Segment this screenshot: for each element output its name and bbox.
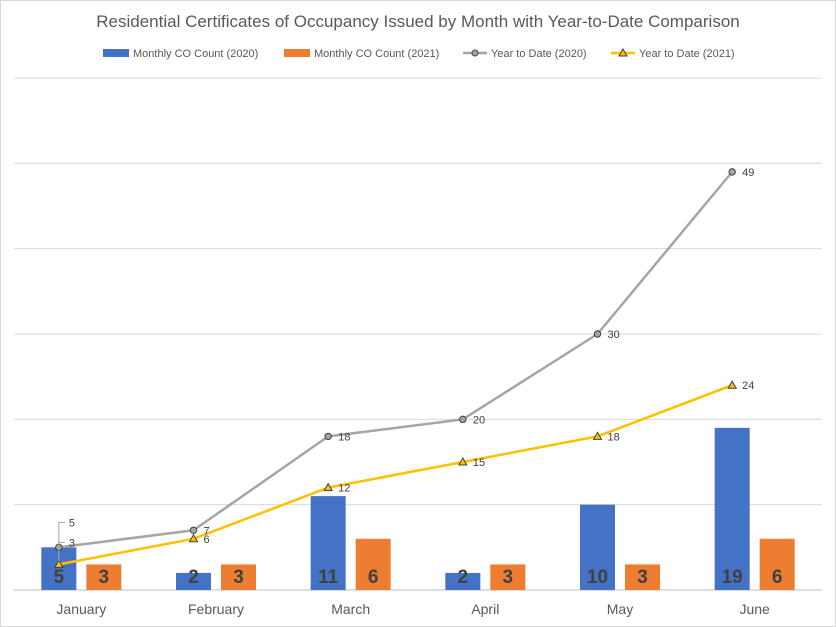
- x-tick-label: May: [607, 601, 633, 617]
- legend-label: Monthly CO Count (2021): [314, 48, 439, 60]
- point-ytd-2021: [53, 559, 64, 568]
- bar-value-label: 19: [722, 567, 743, 588]
- bar-2021-may: [625, 564, 660, 590]
- bar-value-label: 6: [368, 567, 379, 588]
- line-value-label: 49: [742, 167, 754, 179]
- bar-value-label: 11: [318, 567, 339, 588]
- gridlines: [14, 77, 822, 591]
- x-tick-label: June: [739, 601, 770, 617]
- legend-swatch: [103, 49, 129, 57]
- line-value-label: 18: [338, 431, 350, 443]
- line-ytd-2020: [58, 171, 734, 549]
- chart-title: Residential Certificates of Occupancy Is…: [96, 12, 739, 31]
- x-tick-label: February: [188, 601, 244, 617]
- leader-line: [58, 541, 65, 562]
- bar-2021-june: [759, 538, 795, 590]
- bar-2020-april: [445, 572, 481, 590]
- line-value-label: 6: [204, 534, 210, 546]
- bar-value-label: 5: [54, 567, 65, 588]
- legend-label: Year to Date (2021): [639, 48, 735, 60]
- line-value-label: 7: [204, 525, 210, 537]
- bar-value-label: 3: [503, 567, 514, 588]
- point-ytd-2021: [457, 456, 468, 466]
- line-value-label: 20: [473, 414, 485, 426]
- legend-label: Year to Date (2020): [491, 48, 587, 60]
- point-ytd-2021: [188, 533, 199, 543]
- bar-2021-january: [86, 564, 122, 590]
- x-tick-label: April: [471, 601, 499, 617]
- x-tick-label: January: [56, 601, 106, 617]
- bar-2021-march: [355, 538, 391, 590]
- bar-2021-april: [490, 564, 526, 590]
- bar-2020-june: [714, 427, 750, 590]
- series-lines: [53, 168, 738, 568]
- line-ytd-2021: [58, 384, 733, 566]
- line-value-label: 5: [69, 517, 75, 529]
- x-axis: January February March April May June: [56, 601, 770, 617]
- data-labels: 5 2 11 2 10 19 3 3 6 3 3 6 5 7 18 20 30 49 3 6 12 15 18 24: [54, 167, 783, 588]
- bar-value-label: 10: [587, 567, 608, 588]
- bar-value-label: 3: [637, 567, 648, 588]
- point-ytd-2021: [323, 482, 334, 492]
- bar-2021-february: [221, 564, 256, 590]
- point-ytd-2020: [728, 168, 736, 176]
- bar-value-label: 3: [99, 567, 110, 588]
- point-ytd-2021: [592, 431, 603, 440]
- legend-label: Monthly CO Count (2020): [133, 48, 258, 60]
- legend-marker: [618, 47, 628, 57]
- line-value-label: 18: [608, 431, 620, 443]
- bar-value-label: 2: [188, 567, 199, 588]
- line-value-label: 12: [338, 483, 350, 495]
- legend-marker: [471, 49, 479, 57]
- line-value-label: 30: [608, 329, 620, 341]
- point-ytd-2020: [324, 432, 332, 441]
- bar-value-label: 6: [772, 567, 783, 588]
- leader-line: [58, 521, 65, 545]
- point-ytd-2020: [593, 330, 602, 338]
- line-value-label: 15: [473, 457, 485, 469]
- bar-value-label: 3: [233, 567, 244, 588]
- line-value-label: 24: [742, 380, 754, 392]
- bar-2020-may: [580, 504, 615, 590]
- bar-value-label: 2: [458, 567, 469, 588]
- point-ytd-2020: [459, 415, 467, 424]
- point-ytd-2020: [189, 526, 198, 534]
- legend: Monthly CO Count (2020) Monthly CO Count …: [103, 47, 735, 60]
- x-tick-label: March: [331, 601, 370, 617]
- point-ytd-2021: [727, 380, 738, 389]
- bar-2020-february: [176, 572, 211, 590]
- bar-2020-march: [310, 496, 346, 590]
- bars: [41, 427, 795, 590]
- legend-swatch: [284, 49, 310, 57]
- line-value-label: 3: [69, 537, 75, 549]
